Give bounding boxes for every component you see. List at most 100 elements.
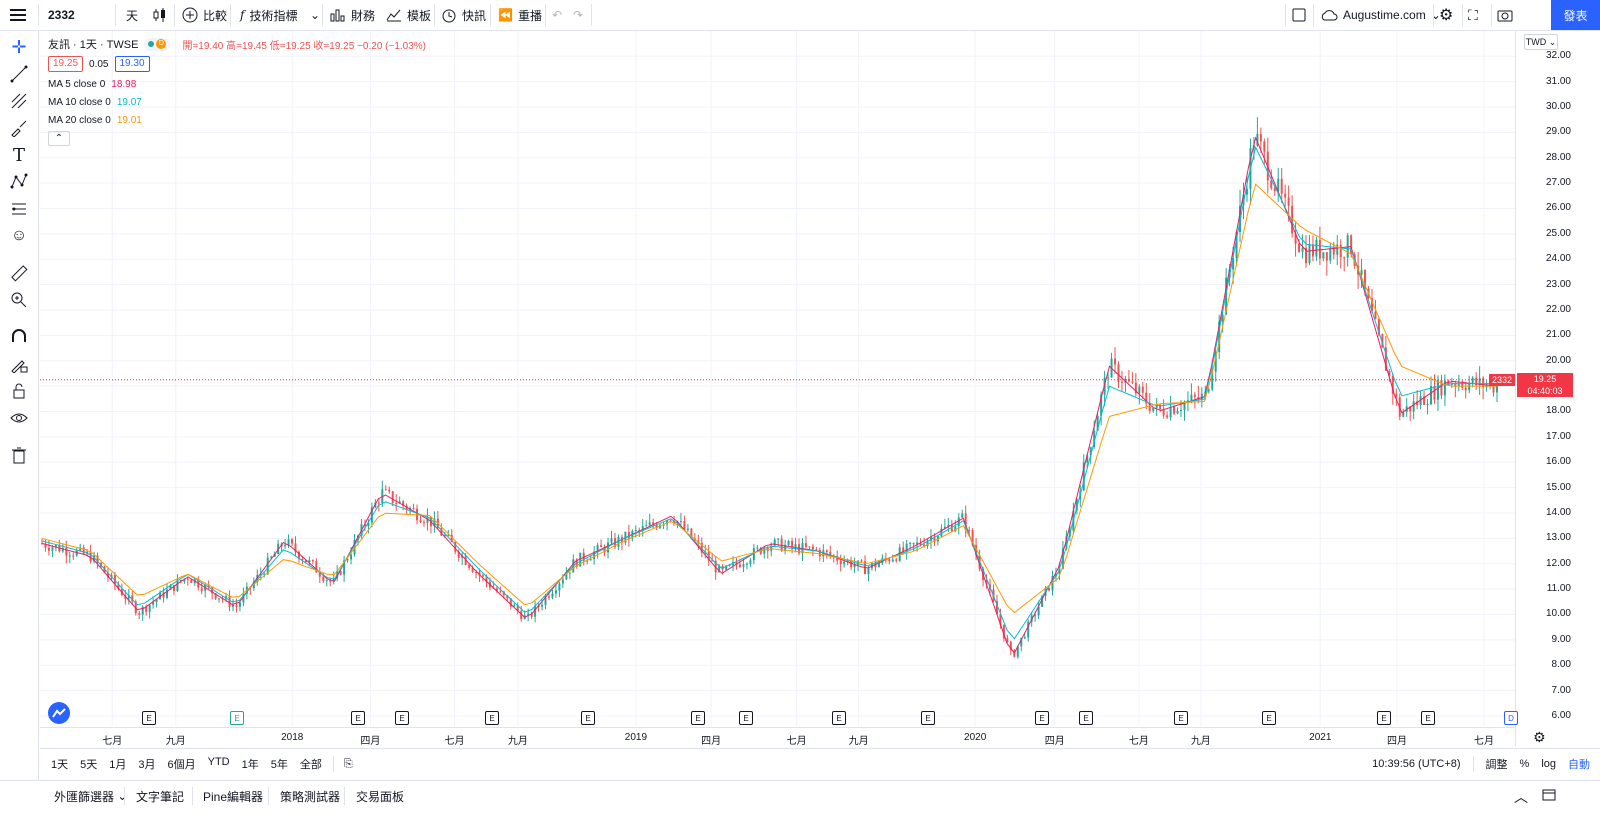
candle-body [940, 528, 943, 537]
text-tool[interactable]: T [9, 145, 29, 166]
earnings-badge[interactable]: E [1377, 711, 1391, 725]
chevron-down-icon: ⌄ [1430, 8, 1441, 22]
range-button[interactable]: 1月 [109, 759, 127, 771]
layout-button[interactable] [1292, 0, 1306, 30]
fib-tool[interactable] [9, 91, 29, 111]
indicators-dropdown[interactable]: ⌄ [310, 0, 320, 30]
symbol-search[interactable]: 2332 [48, 0, 75, 30]
earnings-badge[interactable]: E [691, 711, 705, 725]
publish-button[interactable]: 發表 [1551, 0, 1600, 30]
maximize-panel-button[interactable] [1542, 789, 1556, 804]
ma5-label[interactable]: MA 5 close 0 [48, 78, 106, 90]
chart-type-button[interactable] [152, 0, 168, 30]
auto-toggle[interactable]: 自動 [1568, 759, 1590, 771]
earnings-badge[interactable]: E [1421, 711, 1435, 725]
trendline-tool[interactable] [9, 64, 29, 84]
account-button[interactable]: Augustime.com ⌄ [1320, 0, 1441, 30]
remove-tool[interactable] [9, 445, 29, 465]
tab-strategy-tester[interactable]: 策略測試器 [280, 787, 340, 805]
crosshair-tool[interactable]: ✛ [9, 37, 29, 57]
earnings-badge[interactable]: E [1079, 711, 1093, 725]
range-button[interactable]: 3月 [138, 759, 156, 771]
redo-button[interactable]: ↷ [573, 0, 583, 30]
range-button[interactable]: 全部 [299, 759, 322, 771]
candle-body [1343, 257, 1346, 259]
templates-button[interactable]: 模板 [386, 0, 431, 30]
candle-body [641, 526, 644, 531]
earnings-badge[interactable]: E [1174, 711, 1188, 725]
range-button[interactable]: 5年 [270, 759, 288, 771]
clock[interactable]: 10:39:56 (UTC+8) [1372, 758, 1461, 770]
tab-pine-editor[interactable]: Pine編輯器 [203, 787, 263, 805]
earnings-badge[interactable]: E [1262, 711, 1276, 725]
range-button[interactable]: YTD [207, 756, 230, 768]
currency-label: TWD [1525, 37, 1547, 47]
date-range-button[interactable]: ⎘ [344, 758, 353, 771]
sell-price[interactable]: 19.25 [48, 56, 84, 72]
candle-body [155, 599, 158, 603]
range-button[interactable]: 6個月 [167, 759, 196, 771]
axis-settings-button[interactable]: ⚙ [1533, 729, 1546, 746]
earnings-badge[interactable]: E [395, 711, 409, 725]
interval-button[interactable]: 天 [126, 0, 138, 30]
earnings-badge[interactable]: E [351, 711, 365, 725]
tradingview-logo[interactable] [48, 702, 70, 724]
settings-button[interactable]: ⚙ [1439, 0, 1453, 30]
range-button[interactable]: 1年 [241, 759, 259, 771]
tab-text-notes[interactable]: 文字筆記 [136, 787, 184, 805]
lock-drawing-tool[interactable] [9, 354, 29, 374]
zoom-tool[interactable] [9, 290, 29, 310]
candle-body [815, 549, 818, 551]
symbol-title[interactable]: 友訊 · 1天 · TWSE [48, 39, 139, 51]
prediction-tool[interactable] [9, 199, 29, 219]
earnings-badge[interactable]: E [485, 711, 499, 725]
currency-select[interactable]: TWD ⌄ [1524, 34, 1558, 50]
measure-tool[interactable] [9, 263, 29, 283]
tab-trading-panel[interactable]: 交易面板 [356, 787, 404, 805]
replay-button[interactable]: ⏪ 重播 [498, 0, 542, 30]
undo-button[interactable]: ↶ [552, 0, 562, 30]
candle-body [968, 529, 971, 531]
adjust-toggle[interactable]: 調整 [1485, 759, 1508, 771]
event-badge[interactable]: D [1504, 711, 1518, 725]
ma20-label[interactable]: MA 20 close 0 [48, 114, 111, 126]
earnings-badge[interactable]: E [832, 711, 846, 725]
tab-forex-screener[interactable]: 外匯篩選器 ⌄ [54, 787, 127, 805]
collapse-panel-button[interactable]: ︿ [1514, 787, 1528, 807]
candle-body [1107, 377, 1110, 379]
time-tick: 2020 [964, 732, 987, 743]
indicators-button[interactable]: f 技術指標 [240, 0, 297, 30]
visibility-tool[interactable] [9, 408, 29, 428]
earnings-badge[interactable]: E [739, 711, 753, 725]
emoji-tool[interactable]: ☺ [9, 226, 29, 246]
event-badge[interactable]: E [230, 711, 244, 725]
fullscreen-button[interactable]: ⛶ [1468, 0, 1478, 30]
price-chart[interactable] [40, 31, 1515, 726]
log-toggle[interactable]: log [1541, 758, 1556, 770]
buy-price[interactable]: 19.30 [114, 56, 150, 72]
range-button[interactable]: 1天 [51, 759, 69, 771]
time-axis[interactable]: 七月 九月 2018 四月 七月 九月 2019 四月 七月 九月 2020 四月 七月 九月 2021 四月… [40, 727, 1515, 748]
brush-tool[interactable] [9, 118, 29, 138]
earnings-badge[interactable]: E [142, 711, 156, 725]
candle-body [343, 560, 346, 575]
percent-toggle[interactable]: % [1519, 758, 1530, 770]
price-tick: 13.00 [1545, 532, 1571, 544]
financials-button[interactable]: 財務 [330, 0, 375, 30]
pattern-tool[interactable] [9, 172, 29, 192]
candle-body [200, 587, 203, 591]
candle-body [1294, 233, 1297, 244]
collapse-legend-button[interactable]: ⌃ [48, 131, 70, 146]
ma10-label[interactable]: MA 10 close 0 [48, 96, 111, 108]
earnings-badge[interactable]: E [581, 711, 595, 725]
range-button[interactable]: 5天 [80, 759, 98, 771]
lock-tool[interactable] [9, 381, 29, 401]
alert-button[interactable]: 快訊 [441, 0, 486, 30]
earnings-badge[interactable]: E [921, 711, 935, 725]
magnet-tool[interactable] [9, 327, 29, 347]
snapshot-button[interactable] [1497, 0, 1513, 30]
menu-button[interactable] [10, 0, 26, 30]
compare-button[interactable]: 比較 [182, 0, 227, 30]
earnings-badge[interactable]: E [1035, 711, 1049, 725]
time-tick: 2018 [281, 732, 304, 743]
